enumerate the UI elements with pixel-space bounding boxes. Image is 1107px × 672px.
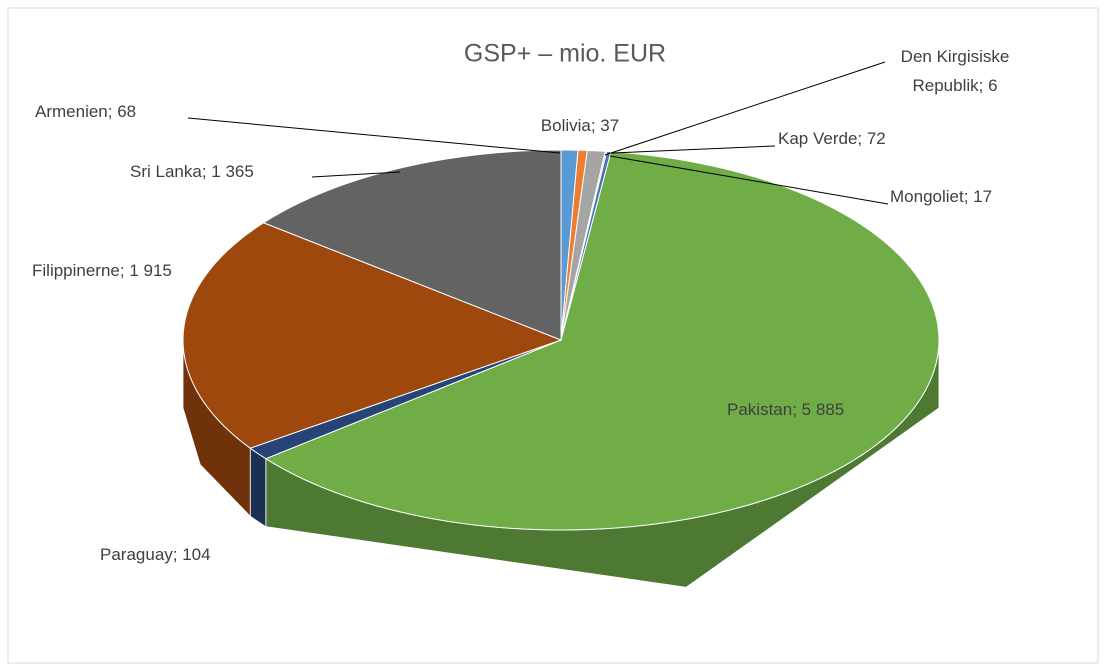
data-label-line: Paraguay; 104 (100, 545, 211, 564)
data-label: Den Kirgisiske Republik; 6 (901, 47, 1010, 95)
data-label-line: Kap Verde; 72 (778, 129, 886, 148)
data-label: Paraguay; 104 (100, 545, 211, 564)
data-label: Mongoliet; 17 (890, 187, 992, 206)
data-label-line: Bolivia; 37 (541, 116, 619, 135)
data-label-line: Sri Lanka; 1 365 (130, 162, 254, 181)
slice-side (249, 447, 267, 528)
slice (182, 222, 563, 449)
data-label: Kap Verde; 72 (778, 129, 886, 148)
leader-line (311, 171, 401, 178)
leader-line (187, 117, 561, 154)
slice (264, 151, 940, 531)
leader-line (609, 155, 889, 205)
data-label-line: Republik; 6 (912, 76, 997, 95)
leader-line (611, 145, 776, 154)
data-label: Filippinerne; 1 915 (32, 261, 172, 280)
data-label: Sri Lanka; 1 365 (130, 162, 254, 181)
slice (262, 149, 562, 341)
data-label-line: Armenien; 68 (35, 102, 136, 121)
chart-title: GSP+ – mio. EUR (464, 40, 666, 68)
data-label: Armenien; 68 (35, 102, 136, 121)
data-label: Pakistan; 5 885 (727, 400, 844, 419)
data-label-line: Mongoliet; 17 (890, 187, 992, 206)
data-label-line: Den Kirgisiske (901, 47, 1010, 66)
data-label: Bolivia; 37 (541, 116, 619, 135)
data-label-line: Pakistan; 5 885 (727, 400, 844, 419)
data-label-line: Filippinerne; 1 915 (32, 261, 172, 280)
leader-line (604, 61, 886, 156)
